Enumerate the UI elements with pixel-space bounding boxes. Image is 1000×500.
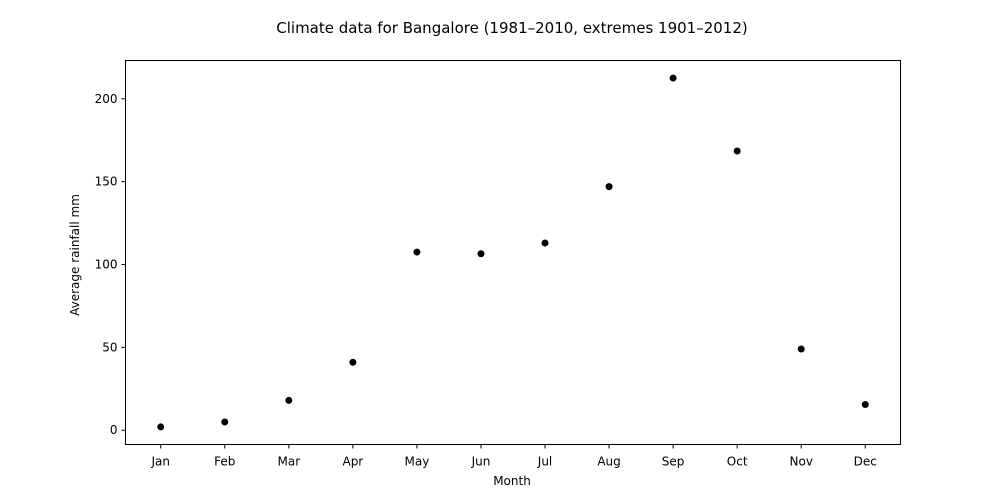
- data-point-feb: [221, 418, 229, 426]
- x-tick-label: May: [405, 455, 430, 469]
- y-axis: 0 50 100 150 200: [95, 92, 126, 437]
- data-point-jan: [157, 423, 165, 431]
- y-tick-label: 150: [95, 175, 118, 189]
- x-axis-label: Month: [493, 474, 531, 488]
- data-point-may: [413, 248, 421, 256]
- data-point-aug: [605, 183, 613, 191]
- data-point-jul: [541, 239, 549, 247]
- x-tick-label: Mar: [278, 455, 301, 469]
- x-tick-label: Jun: [471, 455, 491, 469]
- y-axis-label: Average rainfall mm: [68, 194, 82, 316]
- data-points: [157, 74, 869, 431]
- y-tick-label: 0: [110, 423, 118, 437]
- x-tick-label: Feb: [214, 455, 235, 469]
- x-tick-label: Dec: [854, 455, 877, 469]
- chart-title: Climate data for Bangalore (1981–2010, e…: [276, 19, 747, 37]
- data-point-mar: [285, 396, 293, 404]
- data-point-jun: [477, 250, 485, 258]
- plot-area: [125, 60, 901, 445]
- data-point-apr: [349, 358, 357, 366]
- x-tick-label: Jul: [537, 455, 552, 469]
- data-point-nov: [797, 345, 805, 353]
- y-tick-label: 50: [102, 340, 117, 354]
- x-tick-label: Jan: [150, 455, 170, 469]
- data-point-dec: [861, 401, 869, 409]
- x-tick-label: Apr: [342, 455, 363, 469]
- x-tick-label: Sep: [662, 455, 685, 469]
- x-tick-label: Nov: [790, 455, 813, 469]
- data-point-oct: [733, 147, 741, 155]
- data-point-sep: [669, 74, 677, 82]
- y-tick-label: 100: [95, 258, 118, 272]
- x-tick-label: Aug: [597, 455, 620, 469]
- y-tick-label: 200: [95, 92, 118, 106]
- x-axis: Jan Feb Mar Apr May Jun Jul Aug Sep Oct Nov Dec: [150, 444, 877, 469]
- x-tick-label: Oct: [727, 455, 748, 469]
